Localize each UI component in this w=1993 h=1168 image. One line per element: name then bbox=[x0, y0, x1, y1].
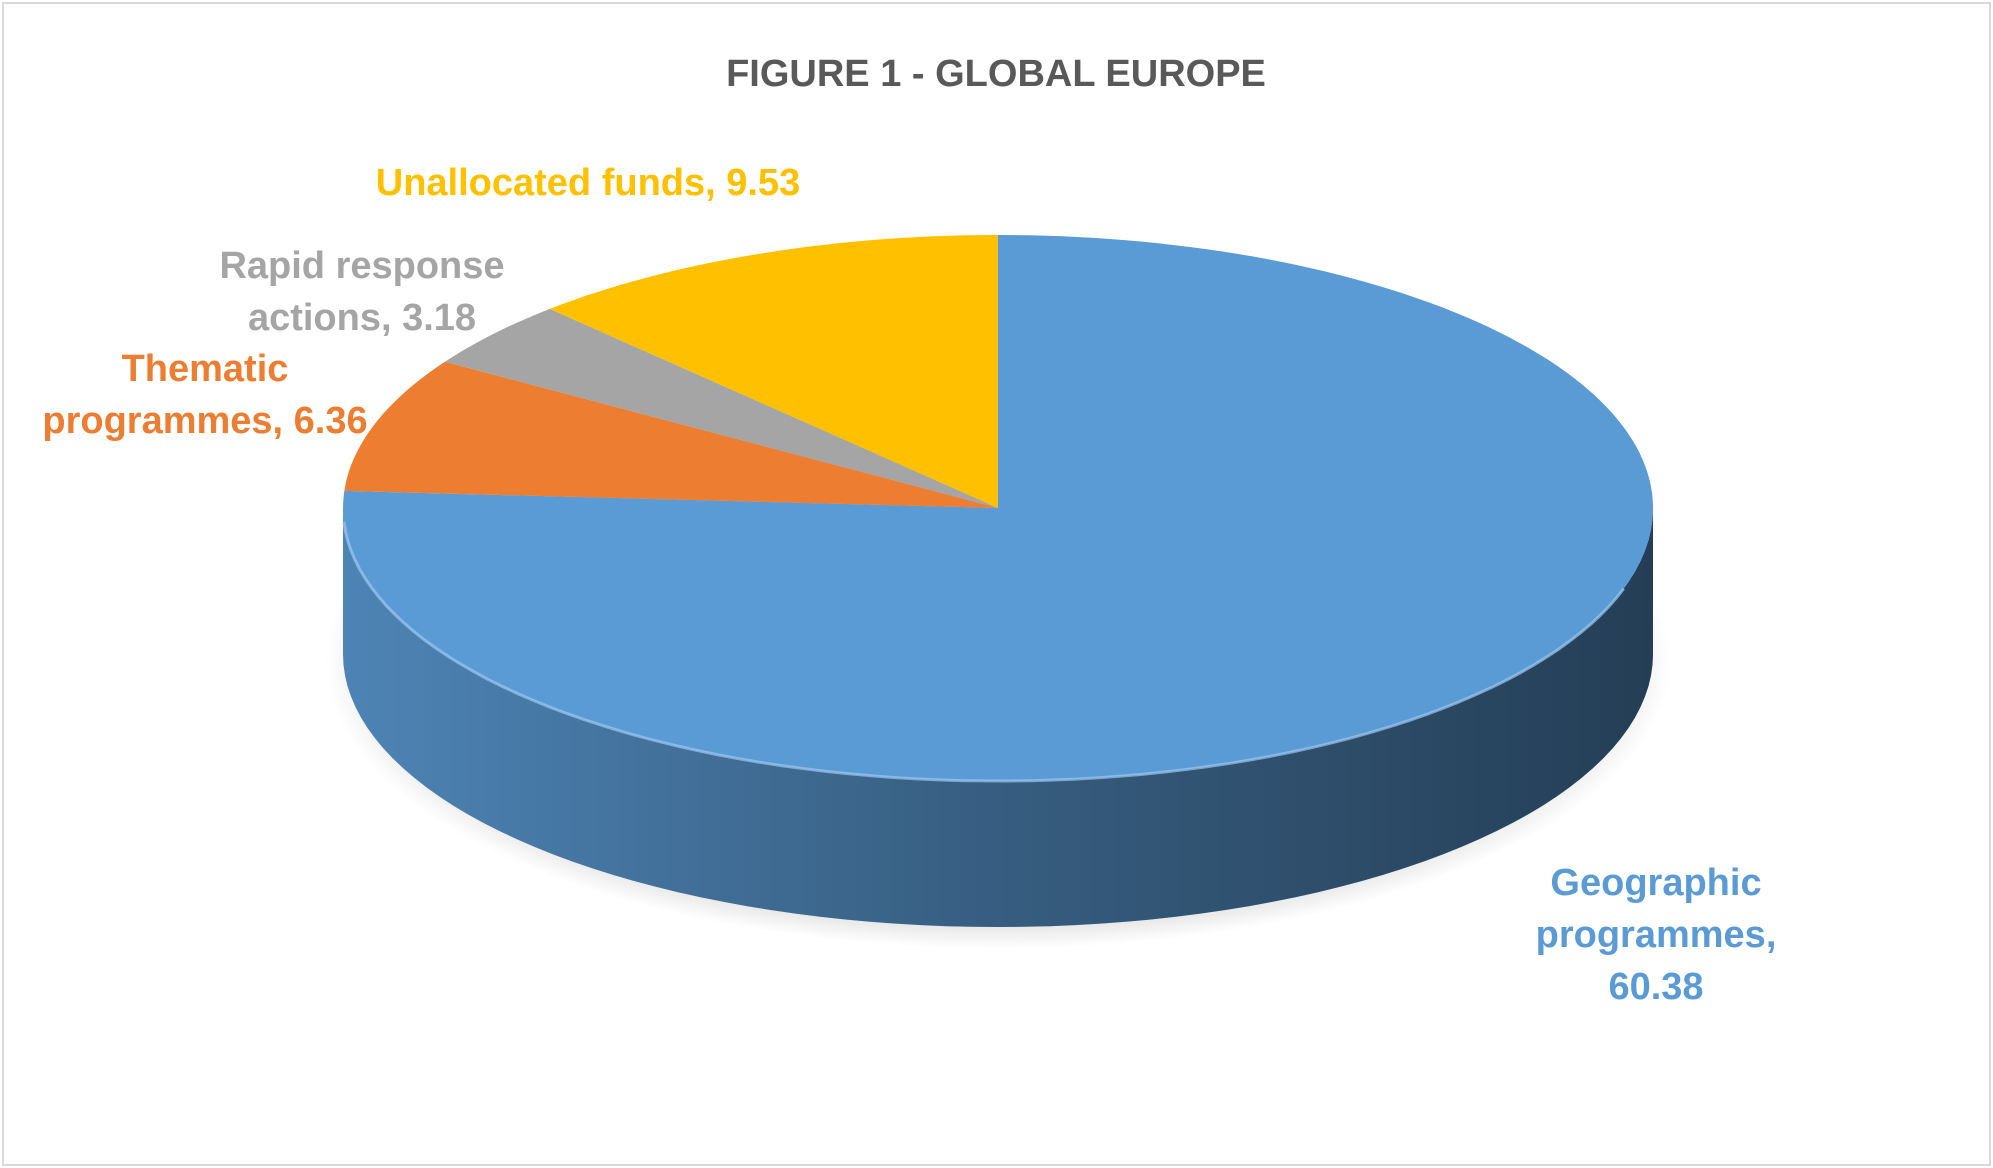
data-label: Geographic programmes, 60.38 bbox=[1535, 862, 1777, 1008]
chart-title: FIGURE 1 - GLOBAL EUROPE bbox=[726, 53, 1266, 95]
data-label: Rapid response actions, 3.18 bbox=[219, 245, 505, 339]
data-label: Unallocated funds, 9.53 bbox=[375, 162, 801, 204]
data-label: Thematic programmes, 6.36 bbox=[42, 348, 368, 442]
slice bbox=[549, 235, 998, 508]
slice bbox=[445, 308, 998, 508]
slice-side-shade bbox=[343, 508, 1653, 927]
slice bbox=[344, 361, 998, 508]
rim-highlight bbox=[342, 521, 1625, 783]
